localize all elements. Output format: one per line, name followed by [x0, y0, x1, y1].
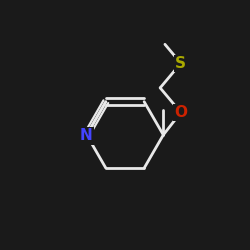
Text: N: N	[80, 128, 92, 144]
Text: S: S	[175, 56, 186, 71]
Text: O: O	[174, 105, 187, 120]
